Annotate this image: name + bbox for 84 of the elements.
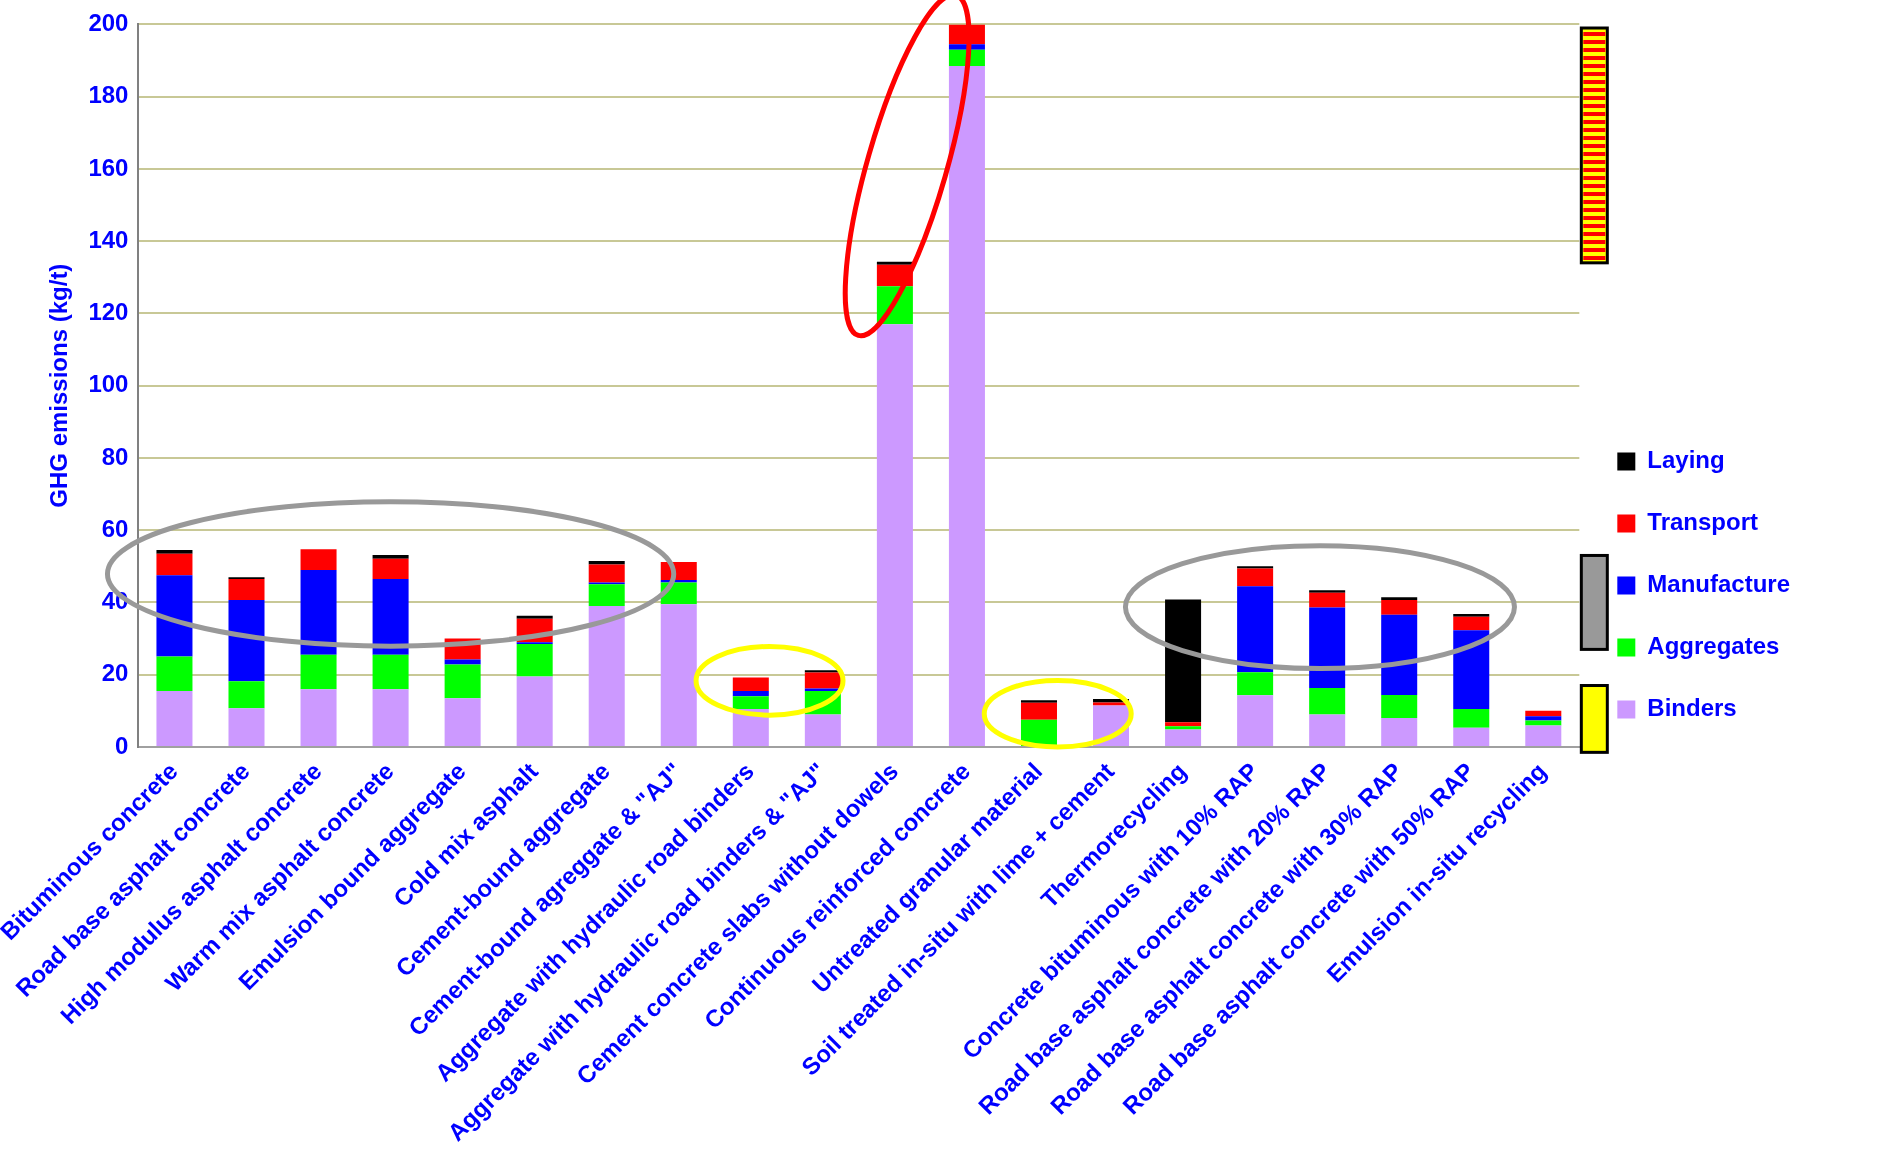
bar bbox=[1020, 702, 1057, 720]
y-tick-label: 0 bbox=[115, 731, 129, 759]
bar bbox=[156, 656, 193, 691]
bar bbox=[1237, 566, 1274, 569]
bar bbox=[1165, 722, 1202, 727]
bar bbox=[1165, 599, 1202, 723]
bar bbox=[228, 578, 265, 600]
legend-label: Transport bbox=[1647, 508, 1758, 536]
bar bbox=[372, 654, 409, 690]
bar bbox=[228, 681, 265, 709]
bar bbox=[1237, 672, 1274, 696]
bar bbox=[876, 324, 913, 746]
bar bbox=[1309, 714, 1346, 746]
y-tick-label: 100 bbox=[88, 370, 129, 398]
bar bbox=[732, 690, 769, 697]
y-tick-label: 180 bbox=[88, 81, 129, 109]
bar bbox=[1381, 718, 1418, 746]
bar bbox=[1309, 607, 1346, 689]
bar bbox=[804, 688, 841, 691]
bar bbox=[1525, 720, 1562, 726]
bar bbox=[372, 555, 409, 559]
bar bbox=[156, 550, 193, 554]
bar bbox=[1453, 630, 1490, 709]
bar bbox=[1525, 710, 1562, 717]
bar bbox=[804, 714, 841, 746]
bar bbox=[732, 696, 769, 709]
bar bbox=[372, 578, 409, 655]
bar bbox=[1453, 709, 1490, 728]
bar bbox=[300, 569, 337, 655]
y-tick-label: 120 bbox=[88, 298, 129, 326]
bar bbox=[1381, 597, 1418, 600]
bar bbox=[732, 677, 769, 691]
bar bbox=[1165, 729, 1202, 746]
bar bbox=[1381, 694, 1418, 719]
bar bbox=[1453, 613, 1490, 617]
bar bbox=[1165, 726, 1202, 730]
bar bbox=[228, 708, 265, 746]
bar bbox=[1381, 614, 1418, 695]
bar bbox=[1309, 688, 1346, 715]
bar bbox=[516, 643, 553, 677]
bar bbox=[588, 584, 625, 607]
bar bbox=[1453, 727, 1490, 746]
bar bbox=[516, 615, 553, 619]
legend-label: Aggregates bbox=[1647, 632, 1780, 660]
bar bbox=[1020, 700, 1057, 703]
y-tick-label: 80 bbox=[101, 442, 129, 470]
bar bbox=[804, 670, 841, 673]
bar bbox=[372, 689, 409, 746]
bar bbox=[156, 575, 193, 657]
bar bbox=[156, 553, 193, 576]
bar bbox=[300, 654, 337, 690]
bar bbox=[1525, 716, 1562, 721]
bar bbox=[156, 690, 193, 746]
bar bbox=[1309, 592, 1346, 608]
bar bbox=[660, 604, 697, 746]
y-tick-label: 60 bbox=[101, 514, 129, 542]
legend-label: Binders bbox=[1647, 694, 1737, 722]
bar bbox=[1453, 616, 1490, 631]
legend-label: Laying bbox=[1647, 446, 1725, 474]
bar bbox=[588, 564, 625, 583]
bar bbox=[444, 698, 481, 746]
bar bbox=[1237, 695, 1274, 746]
y-tick-label: 20 bbox=[101, 659, 129, 687]
bar bbox=[300, 689, 337, 746]
bar bbox=[516, 676, 553, 746]
y-tick-label: 200 bbox=[88, 9, 129, 37]
bar bbox=[1237, 586, 1274, 673]
bar bbox=[372, 558, 409, 579]
bar bbox=[1381, 599, 1418, 615]
bar bbox=[444, 664, 481, 699]
bar bbox=[948, 65, 985, 746]
y-axis-title: GHG emissions (kg/t) bbox=[44, 263, 72, 508]
bar bbox=[804, 672, 841, 689]
y-tick-label: 140 bbox=[88, 225, 129, 253]
bar bbox=[228, 599, 265, 682]
bar bbox=[444, 659, 481, 665]
bar bbox=[1525, 725, 1562, 746]
legend-label: Manufacture bbox=[1647, 570, 1790, 598]
bar bbox=[1237, 568, 1274, 587]
y-tick-label: 160 bbox=[88, 153, 129, 181]
bar bbox=[876, 261, 913, 265]
bar bbox=[588, 606, 625, 746]
bar bbox=[1309, 590, 1346, 593]
bar bbox=[300, 549, 337, 570]
